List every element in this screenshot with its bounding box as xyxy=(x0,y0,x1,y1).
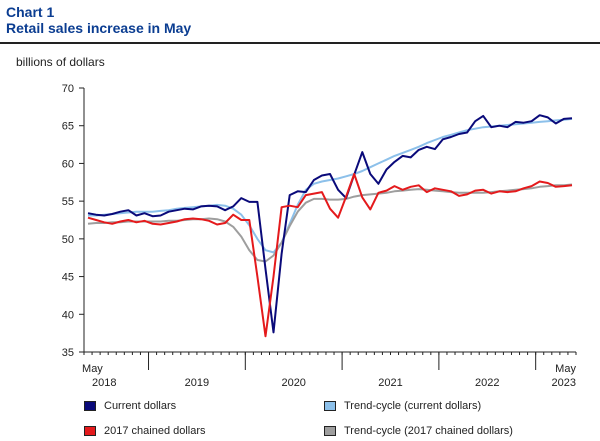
legend-swatch-current-dollars xyxy=(84,401,96,411)
chart-subtitle: Retail sales increase in May xyxy=(6,20,192,36)
legend-item-current-dollars: Current dollars xyxy=(84,400,176,412)
x-start-year-label: 2018 xyxy=(92,377,116,389)
title-divider xyxy=(0,42,600,44)
y-axis: 35 40 45 50 55 60 65 70 xyxy=(62,83,84,359)
x-year-label: 2021 xyxy=(378,377,402,389)
x-end-month-label: May xyxy=(555,363,576,375)
legend-item-trend-chained: Trend-cycle (2017 chained dollars) xyxy=(324,425,513,437)
series-line-trend-cycle-current-dollars xyxy=(88,117,573,254)
series-line-trend-cycle-2017-chained-dollars xyxy=(87,183,573,263)
y-tick-label: 45 xyxy=(62,272,74,284)
y-tick-label: 40 xyxy=(62,309,74,321)
legend-label-chained-dollars: 2017 chained dollars xyxy=(104,425,206,437)
y-tick-label: 35 xyxy=(62,347,74,359)
legend-label-trend-current: Trend-cycle (current dollars) xyxy=(344,400,482,412)
x-axis: 2019 2020 2021 2022 May 2018 May 2023 xyxy=(82,352,577,389)
legend-swatch-chained-dollars xyxy=(84,426,96,436)
legend-label-trend-chained: Trend-cycle (2017 chained dollars) xyxy=(344,425,513,437)
chart-title: Chart 1 xyxy=(6,4,55,20)
legend-label-current-dollars: Current dollars xyxy=(104,400,177,412)
y-axis-label: billions of dollars xyxy=(16,55,105,69)
series-layer xyxy=(87,114,573,338)
series-line-current-dollars xyxy=(87,114,573,334)
x-year-label: 2019 xyxy=(185,377,209,389)
x-end-year-label: 2023 xyxy=(551,377,575,389)
plot-frame xyxy=(83,88,576,353)
legend-swatch-trend-chained xyxy=(324,426,336,436)
y-tick-label: 70 xyxy=(62,83,74,95)
legend-item-trend-current: Trend-cycle (current dollars) xyxy=(324,400,481,412)
series-line-2017-chained-dollars xyxy=(87,173,573,338)
y-tick-label: 50 xyxy=(62,234,74,246)
y-tick-label: 65 xyxy=(62,121,74,133)
legend-item-chained-dollars: 2017 chained dollars xyxy=(84,425,206,437)
x-year-label: 2022 xyxy=(475,377,499,389)
x-start-month-label: May xyxy=(82,363,103,375)
y-tick-label: 55 xyxy=(62,196,74,208)
y-tick-label: 60 xyxy=(62,158,74,170)
x-year-label: 2020 xyxy=(281,377,305,389)
legend-swatch-trend-current xyxy=(324,401,336,411)
